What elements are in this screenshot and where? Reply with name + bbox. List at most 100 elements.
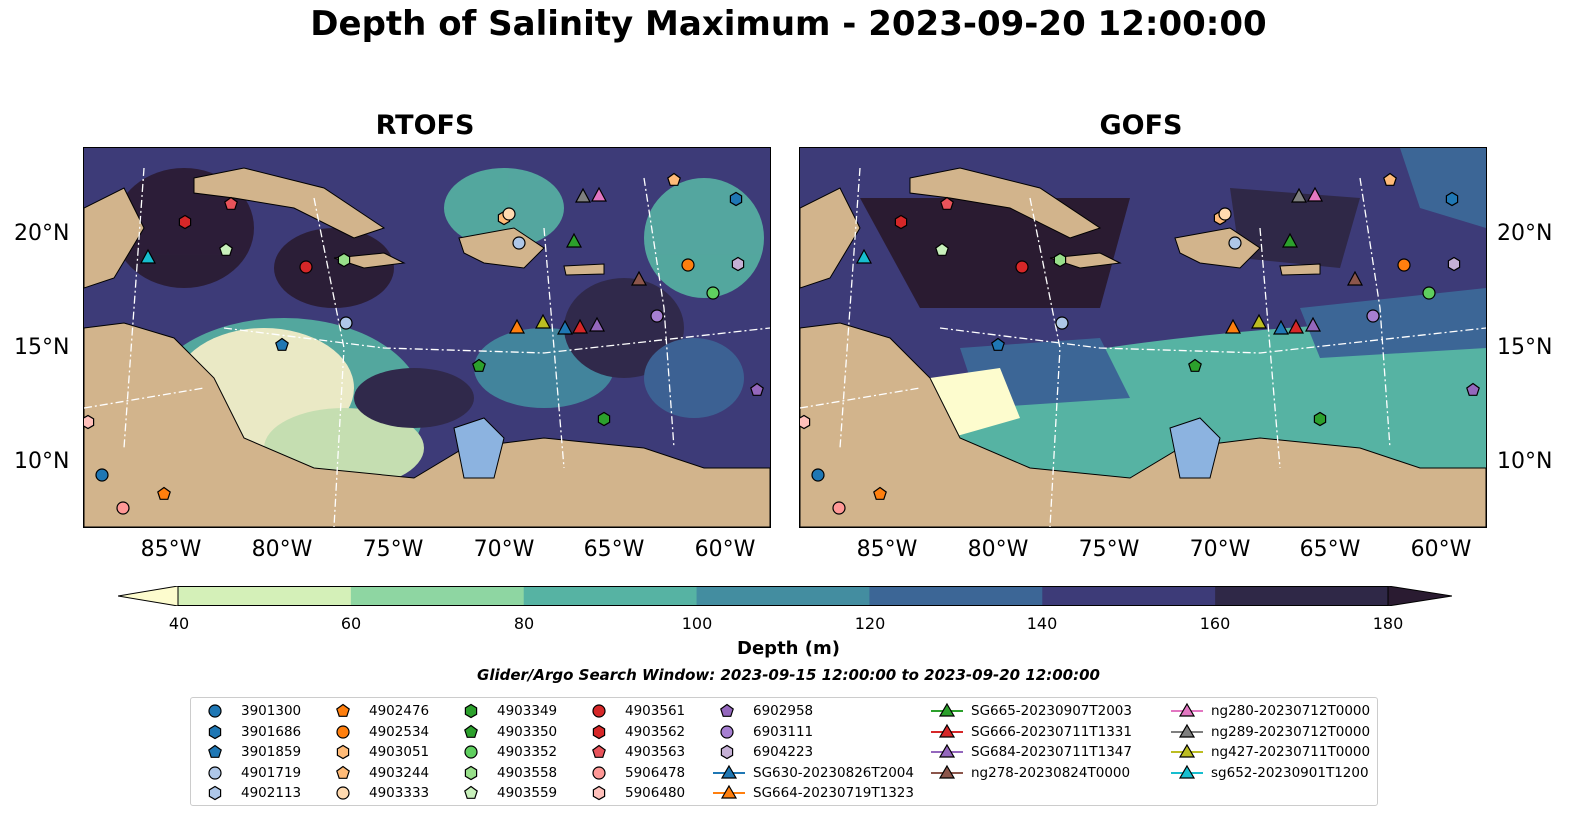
argo-float-marker[interactable] <box>1447 256 1461 272</box>
argo-float-marker[interactable] <box>667 172 681 186</box>
legend-label: 4903349 <box>497 703 558 719</box>
colorbar-tick-120: 120 <box>854 614 886 633</box>
argo-float-marker[interactable] <box>178 214 192 230</box>
legend-label: 4903559 <box>497 785 558 801</box>
argo-float-marker[interactable] <box>219 242 233 256</box>
glider-marker[interactable] <box>1272 319 1290 335</box>
colorbar-segment <box>696 586 870 606</box>
argo-float-marker[interactable] <box>224 196 238 210</box>
glider-marker[interactable] <box>556 319 574 335</box>
glider-marker[interactable] <box>590 186 608 202</box>
glider-marker[interactable] <box>534 313 552 329</box>
legend-label: 4903562 <box>625 723 686 740</box>
glider-marker[interactable] <box>588 316 606 332</box>
argo-float-marker[interactable] <box>95 468 109 482</box>
argo-float-marker[interactable] <box>275 337 289 351</box>
argo-float-marker[interactable] <box>706 286 720 300</box>
glider-marker[interactable] <box>1304 316 1322 332</box>
legend-label: 4902476 <box>369 703 430 719</box>
argo-float-marker[interactable] <box>512 236 526 250</box>
argo-float-marker[interactable] <box>894 214 908 230</box>
glider-marker[interactable] <box>508 318 526 334</box>
argo-float-marker[interactable] <box>1366 309 1380 323</box>
glider-marker[interactable] <box>1281 232 1299 248</box>
glider-marker[interactable] <box>855 248 873 264</box>
argo-float-marker[interactable] <box>1383 172 1397 186</box>
lon-label-rtofs-80: 80°W <box>251 537 313 562</box>
argo-float-marker[interactable] <box>337 252 351 268</box>
argo-float-marker[interactable] <box>84 414 95 430</box>
argo-float-marker[interactable] <box>1397 258 1411 272</box>
colorbar-tick-140: 140 <box>1026 614 1058 633</box>
legend-label: ng427-20230711T0000 <box>1211 744 1371 760</box>
colorbar-segment <box>178 586 352 606</box>
glider-marker[interactable] <box>565 232 583 248</box>
argo-float-marker[interactable] <box>731 256 745 272</box>
rtofs-map[interactable] <box>83 147 771 528</box>
argo-float-marker[interactable] <box>681 258 695 272</box>
argo-float-marker[interactable] <box>116 501 130 515</box>
argo-float-marker[interactable] <box>299 260 313 274</box>
argo-float-marker[interactable] <box>1422 286 1436 300</box>
argo-float-marker[interactable] <box>1218 207 1232 221</box>
lon-label-gofs-85: 85°W <box>856 537 918 562</box>
legend-label: SG664-20230719T1323 <box>753 785 914 801</box>
argo-float-marker[interactable] <box>1053 252 1067 268</box>
gofs-map[interactable] <box>799 147 1487 528</box>
argo-float-marker[interactable] <box>157 486 171 500</box>
legend: 3901300 3901686 3901859 4901719 4902113 49024… <box>190 697 1378 806</box>
glider-marker[interactable] <box>574 187 592 203</box>
panel-title-gofs: GOFS <box>1099 110 1183 141</box>
legend-label: 4903244 <box>369 764 430 781</box>
argo-float-marker[interactable] <box>1445 191 1459 207</box>
argo-float-marker[interactable] <box>1015 260 1029 274</box>
glider-marker[interactable] <box>1250 313 1268 329</box>
legend-label: 4903350 <box>497 723 558 740</box>
lon-label-rtofs-75: 75°W <box>362 537 424 562</box>
glider-marker[interactable] <box>1290 187 1308 203</box>
argo-float-marker[interactable] <box>1228 236 1242 250</box>
legend-label: 3901859 <box>241 744 302 760</box>
argo-float-marker[interactable] <box>940 196 954 210</box>
glider-marker[interactable] <box>571 318 589 334</box>
figure-title: Depth of Salinity Maximum - 2023-09-20 1… <box>310 4 1267 44</box>
legend-label: 4903561 <box>625 703 686 719</box>
glider-marker[interactable] <box>139 248 157 264</box>
argo-float-marker[interactable] <box>1466 382 1480 396</box>
glider-marker[interactable] <box>1287 318 1305 334</box>
argo-float-marker[interactable] <box>1313 411 1327 427</box>
argo-float-marker[interactable] <box>1188 358 1202 372</box>
colorbar-tick-180: 180 <box>1372 614 1404 633</box>
argo-float-marker[interactable] <box>597 411 611 427</box>
glider-marker[interactable] <box>1346 270 1364 286</box>
colorbar <box>118 586 1452 606</box>
argo-float-marker[interactable] <box>502 207 516 221</box>
colorbar-segment <box>1215 586 1389 606</box>
argo-float-marker[interactable] <box>729 191 743 207</box>
argo-float-marker[interactable] <box>811 468 825 482</box>
argo-float-marker[interactable] <box>800 414 811 430</box>
argo-float-marker[interactable] <box>991 337 1005 351</box>
colorbar-tick-40: 40 <box>168 614 190 633</box>
argo-float-marker[interactable] <box>750 382 764 396</box>
argo-float-marker[interactable] <box>650 309 664 323</box>
colorbar-label: Depth (m) <box>737 638 840 659</box>
legend-label: 4903558 <box>497 764 558 781</box>
legend-label: ng289-20230712T0000 <box>1211 723 1371 740</box>
colorbar-tick-100: 100 <box>681 614 713 633</box>
legend-label: 4902534 <box>369 723 430 740</box>
glider-marker[interactable] <box>1224 318 1242 334</box>
argo-float-marker[interactable] <box>472 358 486 372</box>
colorbar-under <box>118 586 179 606</box>
argo-float-marker[interactable] <box>873 486 887 500</box>
colorbar-over <box>1387 586 1452 606</box>
legend-label: 5906478 <box>625 764 686 781</box>
legend-label: 4901719 <box>241 764 302 781</box>
glider-marker[interactable] <box>630 270 648 286</box>
argo-float-marker[interactable] <box>1055 316 1069 330</box>
argo-float-marker[interactable] <box>935 242 949 256</box>
glider-marker[interactable] <box>1306 186 1324 202</box>
argo-float-marker[interactable] <box>339 316 353 330</box>
legend-label: 5906480 <box>625 785 686 801</box>
argo-float-marker[interactable] <box>832 501 846 515</box>
